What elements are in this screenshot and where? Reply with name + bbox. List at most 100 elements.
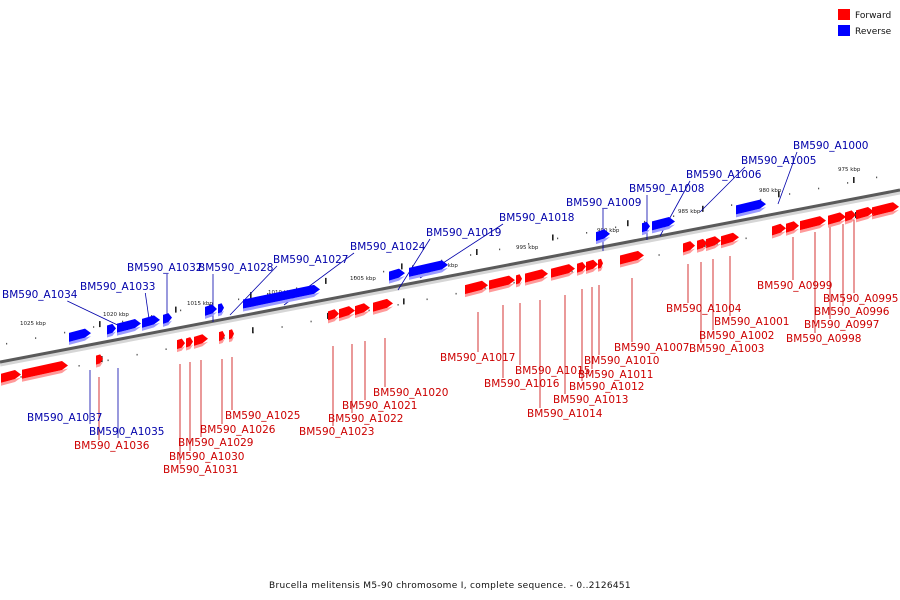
gene-label[interactable]: BM590_A1031 [163, 464, 238, 476]
gene-label[interactable]: BM590_A1020 [373, 387, 448, 399]
forward-gene-feature[interactable] [828, 212, 846, 225]
forward-gene-feature[interactable] [721, 232, 739, 246]
gene-label[interactable]: BM590_A0997 [804, 319, 879, 331]
reverse-gene-feature[interactable] [205, 304, 217, 316]
forward-gene-feature[interactable] [1, 369, 21, 383]
minor-tick [93, 326, 95, 328]
gene-label[interactable]: BM590_A1015 [515, 365, 590, 377]
forward-gene-feature[interactable] [525, 269, 548, 283]
reverse-gene-feature[interactable] [69, 328, 91, 342]
forward-gene-feature[interactable] [373, 298, 393, 312]
reverse-gene-feature[interactable] [409, 260, 448, 277]
gene-label[interactable]: BM590_A1016 [484, 378, 560, 390]
gene-label[interactable]: BM590_A1028 [198, 262, 273, 274]
forward-gene-feature[interactable] [489, 275, 515, 290]
forward-gene-feature[interactable] [96, 354, 103, 365]
forward-gene-feature[interactable] [845, 210, 856, 222]
gene-label[interactable]: BM590_A1025 [225, 410, 300, 422]
forward-gene-feature[interactable] [683, 241, 695, 253]
forward-gene-feature[interactable] [620, 250, 644, 265]
forward-gene-feature[interactable] [355, 303, 370, 316]
legend-reverse-label: Reverse [855, 27, 892, 37]
gene-label[interactable]: BM590_A0996 [814, 306, 890, 318]
forward-gene-feature[interactable] [328, 309, 339, 321]
minor-tick [731, 204, 733, 206]
gene-label[interactable]: BM590_A1017 [440, 352, 515, 364]
gene-label[interactable]: BM590_A1029 [178, 437, 253, 449]
reverse-gene-feature[interactable] [243, 284, 320, 309]
forward-gene-feature[interactable] [516, 274, 522, 285]
forward-gene-feature[interactable] [577, 262, 586, 273]
reverse-gene-feature[interactable] [736, 199, 766, 215]
reverse-gene-feature[interactable] [218, 303, 224, 314]
forward-gene-feature[interactable] [465, 280, 488, 295]
gene-feature-shadow [642, 229, 650, 236]
gene-label[interactable]: BM590_A1011 [578, 369, 653, 381]
gene-label[interactable]: BM590_A1027 [273, 254, 348, 266]
gene-label[interactable]: BM590_A0999 [757, 280, 832, 292]
forward-gene-feature[interactable] [598, 258, 603, 269]
minor-tick [122, 320, 124, 323]
gene-label[interactable]: BM590_A1014 [527, 408, 603, 420]
reverse-gene-feature[interactable] [652, 217, 675, 231]
gene-label[interactable]: BM590_A1013 [553, 394, 628, 406]
gene-feature-shadow [205, 312, 217, 319]
gene-feature-shadow [328, 316, 339, 324]
gene-label[interactable]: BM590_A1033 [80, 281, 155, 293]
gene-label[interactable]: BM590_A1000 [793, 140, 868, 152]
gene-label[interactable]: BM590_A1009 [566, 197, 641, 209]
gene-label[interactable]: BM590_A1007 [614, 342, 689, 354]
gene-label[interactable]: BM590_A0998 [786, 333, 861, 345]
gene-label[interactable]: BM590_A1012 [569, 381, 644, 393]
forward-gene-feature[interactable] [706, 236, 721, 249]
forward-gene-feature[interactable] [186, 337, 193, 348]
forward-gene-feature[interactable] [800, 216, 826, 231]
gene-label[interactable]: BM590_A1037 [27, 412, 102, 424]
forward-gene-feature[interactable] [22, 361, 68, 379]
gene-label[interactable]: BM590_A1036 [74, 440, 150, 452]
gene-label[interactable]: BM590_A1021 [342, 400, 417, 412]
gene-label[interactable]: BM590_A1008 [629, 183, 704, 195]
forward-gene-feature[interactable] [856, 206, 874, 220]
gene-label[interactable]: BM590_A1030 [169, 451, 244, 463]
gene-feature-shadow [355, 310, 370, 319]
gene-feature-shadow [373, 306, 393, 315]
gene-label[interactable]: BM590_A1018 [499, 212, 574, 224]
forward-gene-feature[interactable] [194, 334, 208, 346]
gene-feature-shadow [69, 336, 91, 345]
forward-gene-feature[interactable] [586, 259, 598, 272]
reverse-gene-feature[interactable] [107, 323, 116, 335]
forward-gene-feature[interactable] [772, 223, 786, 236]
forward-gene-feature[interactable] [219, 331, 225, 342]
reverse-gene-feature[interactable] [142, 315, 160, 328]
gene-label[interactable]: BM590_A1006 [686, 169, 762, 181]
forward-gene-feature[interactable] [177, 338, 185, 350]
gene-label[interactable]: BM590_A0995 [823, 293, 898, 305]
gene-label[interactable]: BM590_A1026 [200, 424, 276, 436]
gene-label[interactable]: BM590_A1035 [89, 426, 164, 438]
gene-label[interactable]: BM590_A1022 [328, 413, 403, 425]
forward-gene-feature[interactable] [551, 264, 575, 278]
reverse-gene-feature[interactable] [596, 229, 610, 242]
gene-label[interactable]: BM590_A1023 [299, 426, 374, 438]
forward-gene-feature[interactable] [339, 306, 355, 319]
gene-label[interactable]: BM590_A1002 [699, 330, 774, 342]
reverse-gene-feature[interactable] [163, 313, 172, 324]
gene-label[interactable]: BM590_A1024 [350, 241, 426, 253]
forward-gene-feature[interactable] [697, 238, 707, 250]
gene-label[interactable]: BM590_A1005 [741, 155, 816, 167]
forward-gene-feature[interactable] [872, 202, 899, 217]
gene-label[interactable]: BM590_A1010 [584, 355, 659, 367]
forward-gene-feature[interactable] [229, 329, 234, 340]
gene-label[interactable]: BM590_A1001 [714, 316, 789, 328]
reverse-gene-feature[interactable] [642, 221, 650, 233]
gene-label[interactable]: BM590_A1032 [127, 262, 202, 274]
gene-label[interactable]: BM590_A1004 [666, 303, 742, 315]
minor-tick [151, 315, 153, 317]
reverse-gene-feature[interactable] [389, 268, 405, 281]
gene-label[interactable]: BM590_A1003 [689, 343, 764, 355]
reverse-gene-feature[interactable] [117, 319, 141, 333]
gene-label[interactable]: BM590_A1034 [2, 289, 78, 301]
gene-label[interactable]: BM590_A1019 [426, 227, 501, 239]
forward-gene-feature[interactable] [786, 221, 799, 233]
